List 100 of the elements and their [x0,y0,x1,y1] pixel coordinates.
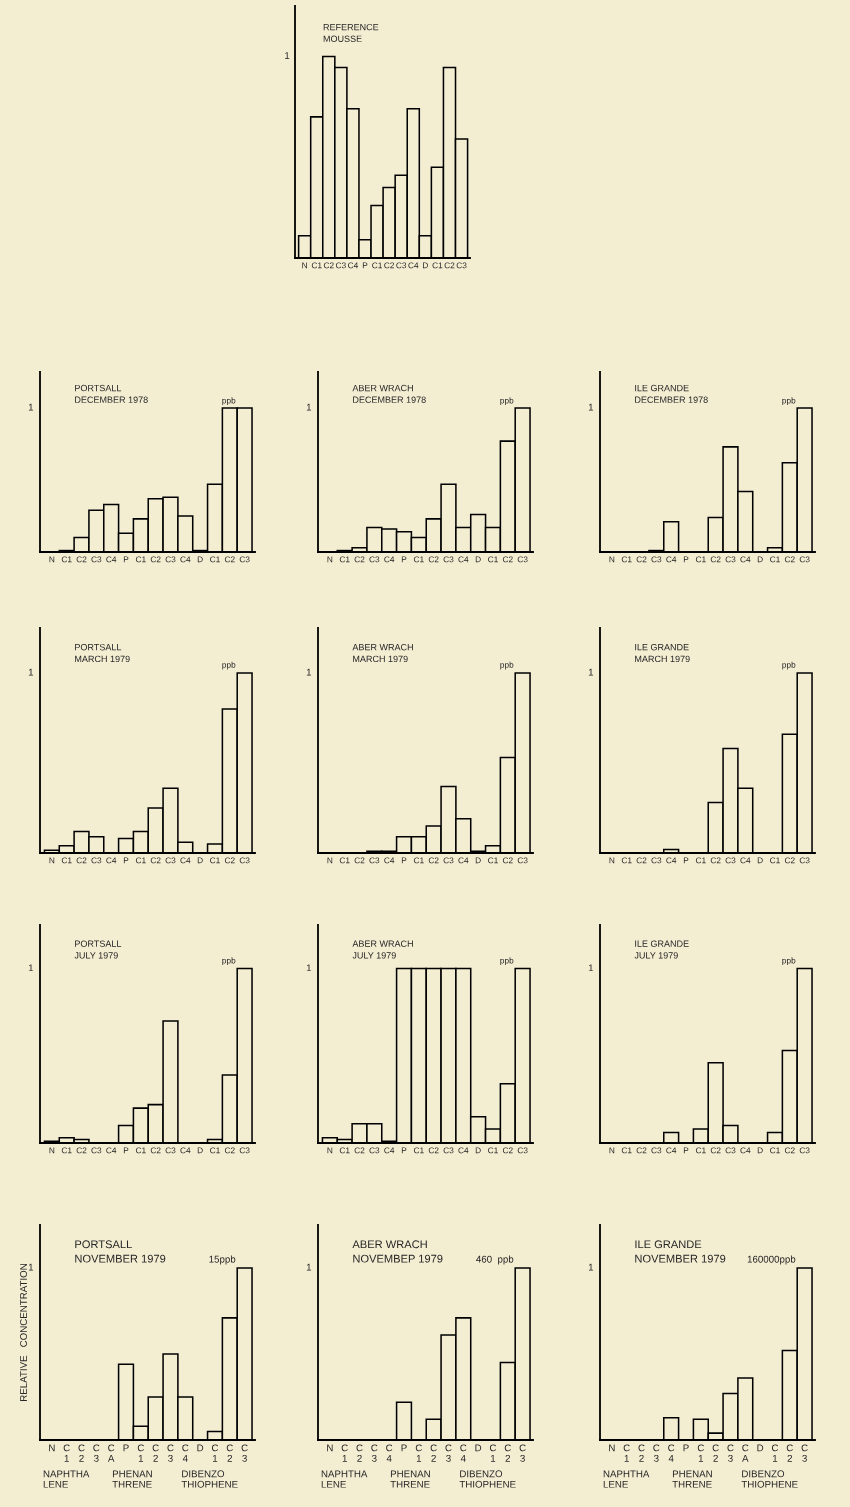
text: ppb [222,957,236,966]
x-tick-label: C1 [432,262,443,269]
x-tick-label: C2 [384,262,395,269]
x-tick-label: C1 [210,857,220,864]
x-tick-label: C1 [311,262,322,269]
x-tick-label: D [757,857,763,864]
x-tick-label: C 2 [712,1444,719,1462]
x-tick-label: C2 [710,556,721,563]
x-tick-label: C4 [106,857,117,864]
text: 160000ppb [747,1255,796,1265]
x-tick-label: C2 [224,556,235,563]
x-tick-label: D [475,1147,481,1154]
text: 1 [28,1263,34,1271]
x-tick-label: C 2 [504,1444,511,1462]
x-tick-label: N [609,1444,615,1452]
x-tick-label: C3 [335,262,346,269]
x-tick-label: D [475,1444,482,1452]
x-tick-label: P [123,556,129,563]
x-tick-label: P [683,556,689,563]
x-tick-label: C2 [323,262,334,269]
x-tick-label: C 2 [78,1444,85,1462]
x-tick-label: C4 [740,857,751,864]
x-tick-label: C 4 [386,1444,393,1462]
x-tick-label: C2 [636,556,647,563]
text: 1 [306,964,312,972]
text: NAPHTHA LENE [603,1470,650,1488]
x-tick-label: C4 [666,857,677,864]
x-tick-label: D [475,857,481,864]
x-tick-label: N [49,1444,55,1452]
chart-title: PORTSALL JULY 1979 [74,940,122,959]
x-tick-label: P [683,1444,689,1452]
x-tick-label: C 1 [341,1444,348,1462]
x-tick-label: C4 [106,556,117,563]
x-tick-label: C1 [135,857,146,864]
x-tick-label: C4 [666,556,677,563]
x-tick-label: C2 [502,556,513,563]
x-tick-label: C3 [651,857,662,864]
x-tick-label: C1 [61,857,72,864]
x-tick-label: C 1 [211,1444,219,1462]
x-tick-label: C2 [76,556,87,563]
x-tick-label: C3 [517,556,528,563]
x-tick-label: C3 [651,556,662,563]
x-tick-label: C 2 [638,1444,645,1462]
x-tick-label: C4 [106,1147,117,1154]
x-tick-label: C3 [443,857,454,864]
x-tick-label: C3 [239,556,250,563]
x-tick-label: C 3 [727,1444,734,1462]
x-tick-label: N [49,1147,55,1154]
text: ppb [222,397,236,406]
x-tick-label: C2 [428,857,439,864]
x-tick-label: P [401,1147,407,1154]
text: 1 [306,668,312,676]
x-tick-label: C2 [784,857,795,864]
x-tick-label: C1 [135,1147,146,1154]
x-tick-label: P [401,556,407,563]
x-tick-label: C 3 [241,1444,248,1462]
text: PHENAN THRENE [390,1470,430,1488]
x-tick-label: C1 [413,1147,424,1154]
chart-title: ILE GRANDE NOVEMBER 1979 [635,1240,726,1263]
x-tick-label: N [609,1147,615,1154]
x-tick-label: C1 [339,857,350,864]
x-tick-label: C3 [369,857,380,864]
x-tick-label: C1 [61,1147,72,1154]
text: 1 [588,668,594,676]
x-tick-label: C 2 [430,1444,437,1462]
x-tick-label: C1 [695,556,706,563]
x-tick-label: C3 [456,262,467,269]
x-tick-label: C3 [725,857,736,864]
text: 1 [28,668,34,676]
x-tick-label: C3 [91,857,102,864]
x-tick-label: C2 [502,857,513,864]
text: 1 [588,403,594,411]
chart-title: ILE GRANDE DECEMBER 1978 [635,384,708,403]
x-tick-label: C3 [369,556,380,563]
x-tick-label: C 3 [445,1444,452,1462]
chart-title: ABER WRACH NOVEMBEP 1979 [352,1240,443,1263]
text: DIBENZO THIOPHENE [181,1470,238,1488]
x-tick-label: C3 [165,857,176,864]
x-tick-label: C A [742,1444,749,1462]
x-tick-label: C3 [799,556,810,563]
x-tick-label: C2 [354,1147,365,1154]
x-tick-label: C2 [444,262,455,269]
x-tick-label: C1 [210,556,220,563]
x-tick-label: C1 [770,1147,780,1154]
x-tick-label: P [123,1444,129,1452]
x-tick-label: C 3 [371,1444,378,1462]
x-tick-label: N [327,1444,333,1452]
x-tick-label: D [475,556,481,563]
x-tick-label: N [327,857,333,864]
x-tick-label: C3 [443,556,454,563]
x-tick-label: C1 [770,857,780,864]
x-tick-label: N [49,857,55,864]
x-tick-label: C 1 [415,1444,422,1462]
x-tick-label: C2 [710,857,721,864]
x-tick-label: C1 [695,857,706,864]
x-tick-label: C4 [408,262,419,269]
x-tick-label: C3 [799,857,810,864]
x-tick-label: C4 [666,1147,677,1154]
x-tick-label: C2 [150,1147,161,1154]
text: 1 [28,964,34,972]
